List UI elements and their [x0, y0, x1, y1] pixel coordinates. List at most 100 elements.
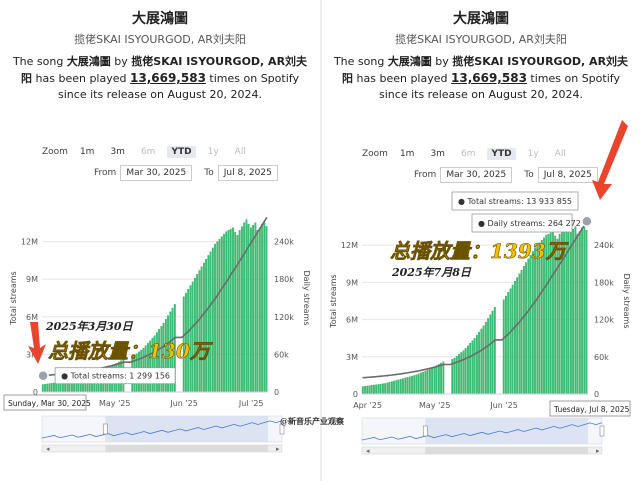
y-left-axis-title: Total streams	[329, 274, 338, 328]
daily-bar	[460, 352, 463, 395]
daily-bar	[44, 384, 46, 393]
daily-bar	[431, 367, 434, 395]
zoom-6m-button[interactable]: 6m	[140, 147, 156, 157]
daily-bar	[375, 384, 378, 395]
daily-bar	[507, 292, 510, 395]
scrollbar-left-arrow: ◂	[46, 445, 50, 453]
zoom-ytd-button[interactable]: YTD	[167, 146, 196, 158]
zoom-3m-button[interactable]: 3m	[430, 149, 445, 159]
daily-bar	[415, 374, 418, 395]
streams-chart: 0 3M 6M 9M 12M 0 60k 120k 180k 240k Total streams D…	[3, 216, 311, 453]
stats-panel-left: 大展鴻圖 揽佬SKAI ISYOURGOD, AR刘夫阳 The song 大展…	[3, 11, 311, 453]
daily-bar	[520, 269, 523, 395]
zoom-ytd-button[interactable]: YTD	[487, 148, 516, 160]
tooltip-daily-streams: ● Daily streams: 264 272	[478, 219, 581, 228]
from-date-input[interactable]: Mar 30, 2025	[120, 165, 193, 181]
artist-names: 揽佬SKAI ISYOURGOD, AR刘夫阳	[74, 33, 246, 46]
daily-bar	[366, 385, 369, 395]
scrollbar-thumb	[425, 447, 588, 454]
streams-chart: 0 3M 6M 9M 12M 0 60k 120k 180k 240k Total streams D…	[280, 120, 631, 455]
daily-bar	[529, 254, 532, 395]
annotation-total: 总播放量：1393万	[390, 239, 570, 263]
daily-bar	[390, 381, 393, 395]
daily-bar	[386, 382, 389, 395]
daily-bar	[578, 231, 581, 395]
zoom-3m-button[interactable]: 3m	[110, 147, 125, 157]
daily-bar	[379, 383, 382, 395]
x-tick-label: Jul '25	[238, 399, 264, 408]
daily-bar	[518, 273, 521, 395]
hover-point	[37, 369, 49, 382]
daily-bar	[373, 384, 375, 395]
song-title: 大展鴻圖	[453, 11, 509, 27]
x-tick-label: Jun '25	[169, 399, 197, 408]
daily-bar	[191, 281, 194, 393]
daily-bar	[381, 383, 384, 395]
daily-bar	[525, 262, 528, 395]
annotation-date: 2025年3月30日	[45, 320, 134, 333]
zoom-6m-button[interactable]: 6m	[460, 149, 476, 159]
y-right-tick-label: 0	[274, 388, 279, 397]
daily-bar	[265, 226, 268, 393]
zoom-1y-button[interactable]: 1y	[207, 147, 219, 157]
daily-bar	[583, 226, 586, 395]
x-tick-label: Jun '25	[489, 401, 517, 410]
zoom-selector: Zoom 1m 3m 6m YTD 1y All	[362, 148, 570, 160]
zoom-all-button[interactable]: All	[234, 147, 246, 157]
daily-bar	[527, 258, 530, 395]
daily-bar	[585, 230, 588, 395]
red-arrow-icon	[592, 120, 628, 200]
daily-bar	[567, 227, 570, 395]
daily-bar	[574, 226, 577, 395]
daily-bar	[493, 307, 496, 395]
daily-bar	[249, 227, 252, 393]
zoom-1y-button[interactable]: 1y	[527, 149, 539, 159]
zoom-all-button[interactable]: All	[554, 149, 566, 159]
y-right-tick-label: 180k	[274, 275, 294, 284]
daily-bar	[516, 277, 519, 395]
y-left-tick-label: 3M	[346, 353, 358, 362]
navigator-selection	[105, 416, 268, 442]
daily-bar	[53, 382, 55, 393]
daily-bar	[411, 375, 413, 395]
zoom-1m-button[interactable]: 1m	[399, 149, 415, 159]
song-description: The song 大展鴻圖 by 揽佬SKAI ISYOURGOD, AR刘夫阳…	[333, 55, 629, 101]
zoom-1m-button[interactable]: 1m	[79, 147, 95, 157]
y-left-tick-label: 9M	[26, 275, 38, 284]
scrollbar-right-arrow: ▸	[276, 445, 280, 453]
zoom-selector: Zoom 1m 3m 6m YTD 1y All	[42, 146, 250, 158]
from-label: From	[94, 168, 117, 178]
to-date-input[interactable]: Jul 8, 2025	[537, 167, 598, 183]
scrollbar-right-arrow: ▸	[596, 447, 600, 455]
daily-bar	[50, 383, 53, 393]
daily-bar	[435, 365, 438, 395]
from-date-input[interactable]: Mar 30, 2025	[440, 167, 513, 183]
song-title: 大展鴻圖	[132, 11, 188, 27]
y-right-tick-label: 60k	[594, 353, 609, 362]
daily-bar	[205, 258, 208, 393]
y-right-tick-label: 0	[594, 390, 599, 399]
daily-bar	[428, 369, 431, 395]
scrollbar-thumb	[105, 445, 268, 452]
hover-date-label: Tuesday, Jul 8, 2025	[553, 405, 630, 414]
daily-bar	[406, 377, 409, 395]
x-tick-label: May '25	[419, 401, 450, 410]
daily-bar	[437, 364, 440, 395]
y-left-tick-label: 12M	[341, 241, 358, 250]
artist-names: 揽佬SKAI ISYOURGOD, AR刘夫阳	[395, 33, 567, 46]
daily-bar	[473, 338, 476, 395]
daily-bar	[229, 228, 232, 393]
daily-bar	[536, 245, 539, 395]
zoom-label: Zoom	[362, 149, 388, 159]
daily-bar	[489, 314, 492, 395]
to-date-input[interactable]: Jul 8, 2025	[217, 165, 278, 181]
daily-bar	[202, 262, 205, 393]
daily-bar	[196, 274, 199, 393]
daily-bar	[576, 233, 579, 395]
daily-bar	[569, 231, 572, 395]
navigator-selection	[425, 418, 588, 444]
daily-bar	[534, 247, 536, 395]
daily-bar	[469, 343, 472, 395]
daily-bar	[471, 340, 474, 395]
daily-bar	[48, 383, 51, 393]
